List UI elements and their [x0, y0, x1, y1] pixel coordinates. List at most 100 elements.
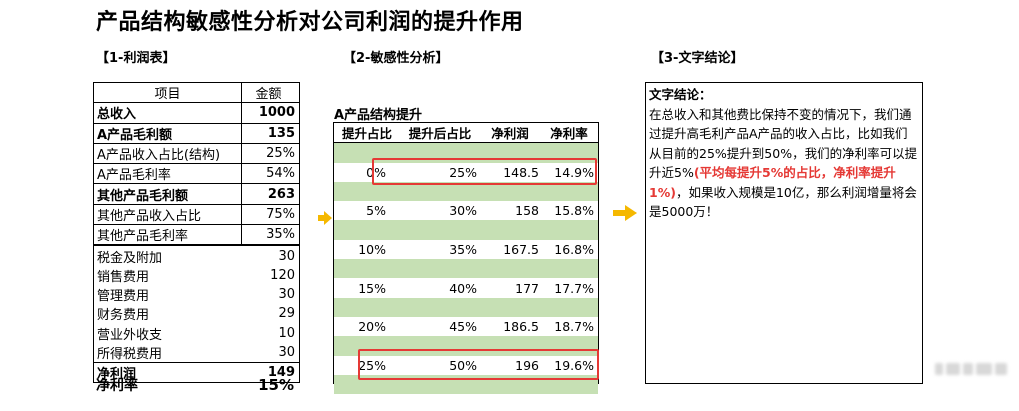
conclusion-heading: 文字结论：: [649, 87, 712, 102]
watermark-blur: [935, 360, 1015, 376]
income-row-label: A产品毛利率: [97, 168, 171, 184]
income-row-value: 120: [270, 267, 295, 283]
arrow-right-icon: [318, 211, 332, 225]
sensitivity-row: 5% 30% 158 15.8%: [334, 201, 598, 221]
sensitivity-row: 0% 25% 148.5 14.9%: [334, 162, 598, 182]
sensitivity-row: 20% 45% 186.5 18.7%: [334, 316, 598, 337]
income-row: 净利润 149: [94, 362, 299, 382]
net-margin-row: 净利率 15%: [93, 375, 298, 395]
income-row-value: 54%: [241, 164, 299, 184]
income-row-label: 销售费用: [97, 269, 150, 285]
cell-net-margin: 17.7%: [554, 280, 594, 296]
income-row-label: 其他产品毛利额: [97, 188, 189, 204]
income-row-value: 29: [278, 306, 295, 322]
income-row-label: 其他产品毛利率: [97, 229, 189, 245]
income-row-value: 35%: [241, 225, 299, 245]
header-net-margin: 净利率: [550, 126, 588, 142]
income-row-label: 净利润: [97, 367, 137, 383]
header-amount: 金额: [241, 83, 299, 103]
sensitivity-row: 10% 35% 167.5 16.8%: [334, 239, 598, 260]
header-new-share: 提升后占比: [408, 126, 472, 142]
cell-net-profit: 177: [515, 280, 539, 296]
cell-net-profit: 196: [515, 357, 539, 373]
arrow-right-icon: [613, 205, 637, 221]
conclusion-highlight: (平均每提升5%的占比，净利率提升1%): [649, 165, 896, 200]
income-row-value: 135: [241, 123, 299, 143]
conclusion-text-part1: 在总收入和其他费比保持不变的情况下，我们通过提升高毛利产品A产品的收入占比，比如…: [649, 106, 918, 181]
conclusion-box: 文字结论： 在总收入和其他费比保持不变的情况下，我们通过提升高毛利产品A产品的收…: [645, 82, 923, 384]
spacer-row: [334, 259, 598, 279]
income-row: A产品毛利率 54%: [94, 164, 299, 185]
income-row-label: A产品收入占比(结构): [97, 148, 221, 164]
conclusion-text-part2: ，如果收入规模是10亿，那么利润增量将会是5000万！: [649, 184, 917, 220]
conclusion-text: 在总收入和其他费比保持不变的情况下，我们通过提升高毛利产品A产品的收入占比，比如…: [649, 105, 919, 222]
cell-new-share: 30%: [449, 203, 477, 219]
cell-net-margin: 16.8%: [554, 241, 594, 257]
income-row: 税金及附加 30: [94, 245, 299, 266]
highlight-box-current: [372, 158, 597, 185]
cell-net-margin: 19.6%: [554, 357, 594, 373]
cell-net-margin: 15.8%: [554, 203, 594, 219]
sensitivity-row: 15% 40% 177 17.7%: [334, 278, 598, 298]
income-row: 管理费用 30: [94, 285, 299, 304]
cell-new-share: 40%: [449, 280, 477, 296]
income-row: 其他产品毛利额 263: [94, 184, 299, 205]
income-row-label: 管理费用: [97, 289, 150, 305]
spacer-row: [334, 181, 598, 202]
cell-net-profit: 186.5: [503, 319, 539, 335]
income-statement-table: 项目 金额 总收入 1000 A产品毛利额 135 A产品收入占比(结构) 25% A产品毛…: [93, 82, 300, 384]
income-row-value: 30: [278, 287, 295, 303]
cell-new-share: 45%: [449, 319, 477, 335]
header-increase: 提升占比: [341, 126, 392, 142]
header-net-profit: 净利润: [491, 126, 529, 142]
cell-increase: 10%: [358, 241, 386, 257]
income-row: A产品毛利额 135: [94, 123, 299, 144]
income-row-label: 财务费用: [97, 308, 150, 324]
spacer-row: [334, 143, 598, 163]
income-row-label: 总收入: [97, 107, 137, 123]
section-title-conclusion: 【3-文字结论】: [651, 51, 744, 66]
spacer-row: [334, 297, 598, 317]
cell-increase: 25%: [358, 357, 386, 373]
page-title: 产品结构敏感性分析对公司利润的提升作用: [96, 10, 524, 35]
income-row-value: 30: [278, 345, 295, 360]
income-row: 所得税费用 30: [94, 343, 299, 362]
section-title-income: 【1-利润表】: [96, 51, 176, 66]
income-row-value: 25%: [241, 143, 299, 164]
cell-net-profit: 158: [515, 203, 539, 219]
income-row-value: 1000: [241, 103, 299, 123]
income-header-row: 项目 金额: [94, 83, 299, 104]
sensitivity-row: 25% 50% 196 19.6%: [334, 355, 598, 375]
cell-net-profit: 167.5: [503, 241, 539, 257]
income-row-label: 营业外收支: [97, 327, 163, 343]
income-row-value: 10: [278, 325, 295, 341]
income-row: 财务费用 29: [94, 304, 299, 323]
sensitivity-subtitle: A产品结构提升: [334, 108, 423, 123]
income-row-value: 149: [267, 365, 295, 381]
cell-net-margin: 18.7%: [554, 319, 594, 335]
income-row: 销售费用 120: [94, 266, 299, 285]
section-title-sensitivity: 【2-敏感性分析】: [343, 51, 449, 66]
income-row-value: 30: [278, 248, 295, 264]
cell-new-share: 50%: [449, 357, 477, 373]
income-row-value: 263: [241, 184, 299, 204]
income-row-label: 所得税费用: [97, 347, 163, 362]
net-margin-label: 净利率: [96, 378, 138, 394]
net-margin-value: 15%: [258, 376, 294, 394]
cell-net-profit: 148.5: [503, 164, 539, 180]
highlight-box-target: [358, 349, 599, 380]
cell-increase: 15%: [358, 280, 386, 296]
cell-new-share: 25%: [449, 164, 477, 180]
income-row: 总收入 1000: [94, 103, 299, 124]
cell-increase: 5%: [366, 203, 386, 219]
income-row: A产品收入占比(结构) 25%: [94, 143, 299, 165]
income-row: 其他产品收入占比 75%: [94, 204, 299, 226]
income-row: 营业外收支 10: [94, 324, 299, 343]
cell-increase: 20%: [358, 319, 386, 335]
income-row: 其他产品毛利率 35%: [94, 225, 299, 246]
cell-new-share: 35%: [449, 241, 477, 257]
header-item: 项目: [154, 87, 181, 103]
cell-net-margin: 14.9%: [554, 164, 594, 180]
cell-increase: 0%: [366, 164, 386, 180]
spacer-row: [334, 220, 598, 240]
